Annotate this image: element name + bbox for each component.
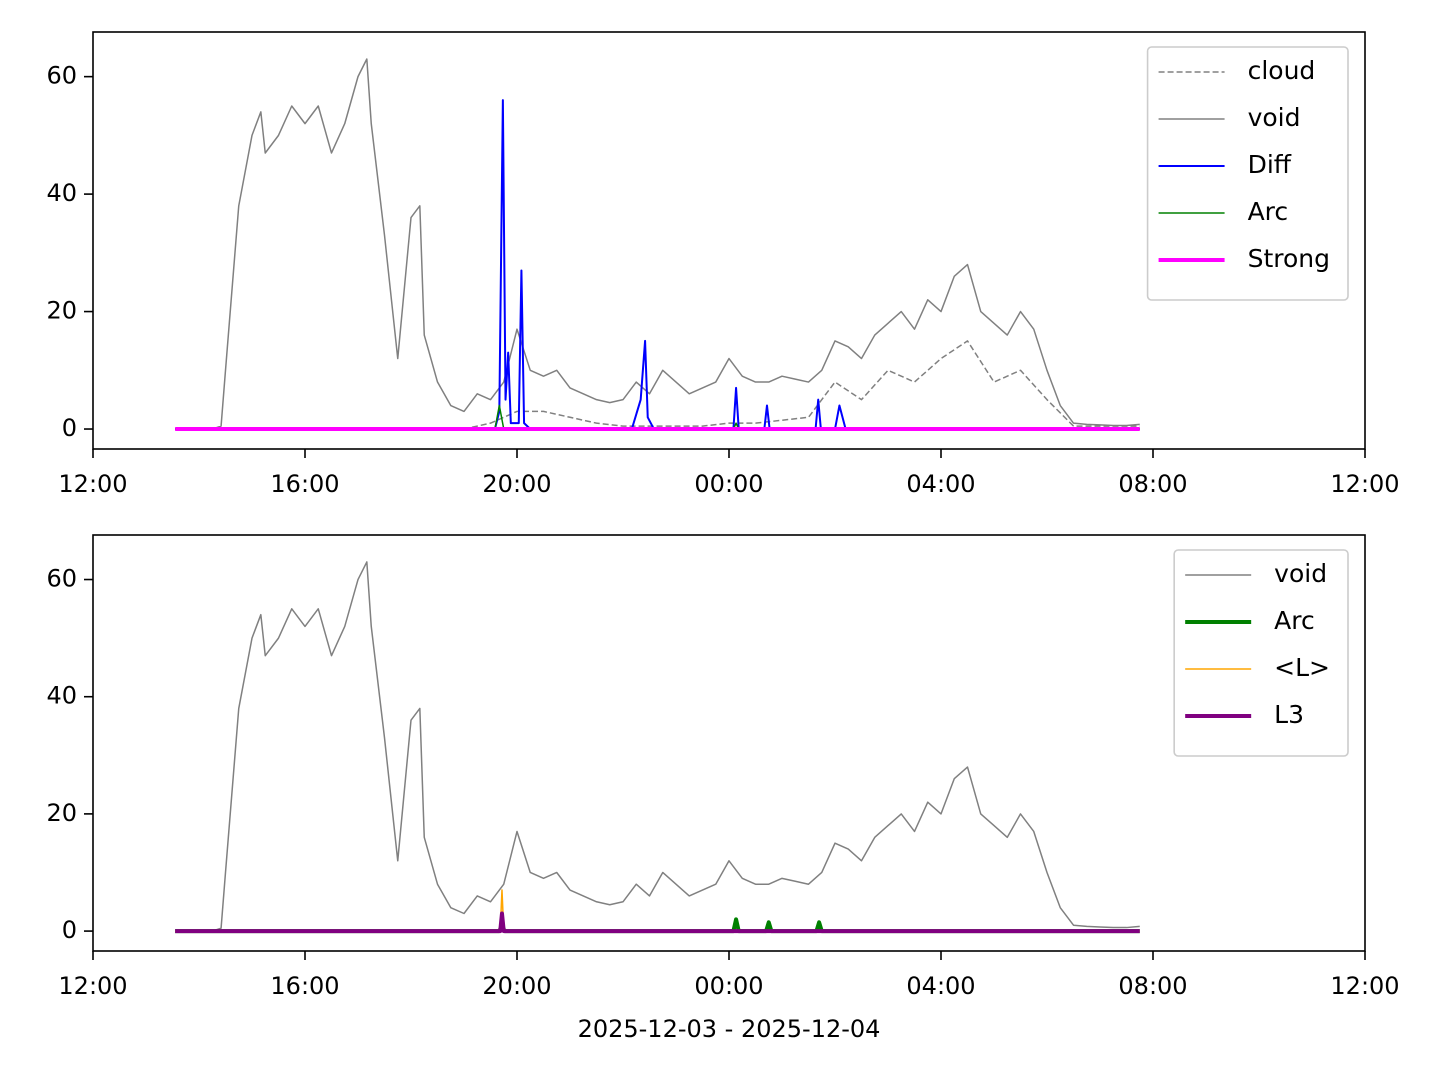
x-tick-label: 00:00: [694, 470, 763, 498]
legend-box: [1146, 46, 1349, 301]
legend-box: [1173, 549, 1349, 757]
series-line: [175, 561, 1140, 932]
x-tick-label: 16:00: [270, 470, 339, 498]
axes: 12:00 16:00 20:00 00:00 04:00 08:00 12:00 0 20 40…: [46, 534, 1400, 1043]
x-axis-label: 2025-12-03 - 2025-12-04: [578, 1015, 881, 1043]
legend-label: Arc: [1274, 606, 1315, 635]
x-tick-label: 12:00: [1330, 470, 1399, 498]
x-tick-label: 00:00: [694, 972, 763, 1000]
y-tick-label: 0: [62, 414, 77, 442]
x-tick-label: 08:00: [1118, 972, 1187, 1000]
y-tick-label: 40: [46, 179, 77, 207]
x-tick-label: 16:00: [270, 972, 339, 1000]
x-tick-label: 04:00: [906, 972, 975, 1000]
x-tick-label: 08:00: [1118, 470, 1187, 498]
legend: cloud void Diff Arc Strong: [1146, 46, 1349, 301]
y-tick-label: 0: [62, 916, 77, 944]
x-tick-label: 12:00: [58, 470, 127, 498]
x-tick-label: 04:00: [906, 470, 975, 498]
axes: 12:00 16:00 20:00 00:00 04:00 08:00 12:00 0 20 40…: [46, 31, 1400, 498]
series-line: [175, 340, 1140, 430]
legend-label: cloud: [1248, 56, 1316, 85]
legend-label: Arc: [1248, 197, 1289, 226]
x-tick-label: 12:00: [1330, 972, 1399, 1000]
legend-label: L3: [1274, 700, 1304, 729]
legend: void Arc <L> L3: [1173, 549, 1349, 757]
y-tick-label: 60: [46, 565, 77, 593]
series-line: [175, 58, 1140, 430]
x-tick-label: 20:00: [482, 470, 551, 498]
y-tick-label: 20: [46, 297, 77, 325]
series-line: [175, 911, 1140, 934]
axes-frame: [92, 31, 1366, 450]
x-tick-label: 12:00: [58, 972, 127, 1000]
y-tick-label: 20: [46, 799, 77, 827]
legend-label: void: [1248, 103, 1301, 132]
legend-label: void: [1274, 559, 1327, 588]
legend-label: Strong: [1248, 244, 1330, 273]
legend-label: <L>: [1274, 653, 1330, 682]
x-tick-label: 20:00: [482, 972, 551, 1000]
series-line: [175, 99, 1140, 431]
axes-frame: [92, 534, 1366, 952]
y-tick-label: 40: [46, 682, 77, 710]
legend-label: Diff: [1248, 150, 1292, 179]
y-tick-label: 60: [46, 62, 77, 90]
